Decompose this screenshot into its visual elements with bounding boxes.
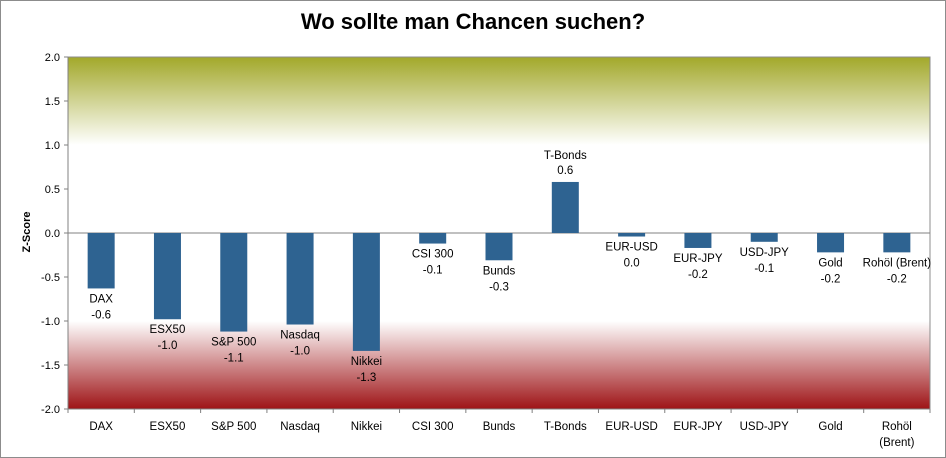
- bar-esx50: [153, 233, 181, 320]
- bar-roh-l-brent-: [883, 233, 911, 253]
- y-axis-label: Z-Score: [21, 212, 33, 253]
- data-label-name: DAX: [89, 293, 113, 305]
- bar-usd-jpy: [750, 233, 778, 242]
- y-tick-label: 1.5: [45, 96, 60, 108]
- upper-zone-band: [68, 57, 930, 145]
- y-tick-label: 0.5: [45, 184, 60, 196]
- category-label: EUR-JPY: [673, 421, 723, 433]
- category-label: Bunds: [483, 421, 516, 433]
- y-tick-label: -1.5: [41, 360, 60, 372]
- data-label-name: EUR-JPY: [673, 253, 723, 265]
- category-label: EUR-USD: [605, 421, 657, 433]
- category-label: T-Bonds: [544, 421, 587, 433]
- data-label-name: Rohöl (Brent): [863, 257, 932, 269]
- data-label-value: 0.6: [557, 165, 573, 177]
- data-label-name: Gold: [818, 257, 842, 269]
- category-label: (Brent): [879, 437, 914, 449]
- bar-s-p-500: [220, 233, 248, 332]
- category-label: S&P 500: [211, 421, 256, 433]
- data-label-name: ESX50: [150, 324, 186, 336]
- lower-zone-band: [68, 321, 930, 409]
- data-label-name: T-Bonds: [544, 150, 587, 162]
- bar-nasdaq: [286, 233, 314, 325]
- data-label-name: Nikkei: [351, 356, 382, 368]
- data-label-name: USD-JPY: [740, 247, 790, 259]
- category-label: CSI 300: [412, 421, 454, 433]
- bar-csi-300: [419, 233, 447, 244]
- data-label-value: -1.3: [356, 372, 376, 384]
- data-label-name: Nasdaq: [280, 330, 320, 342]
- data-label-value: -1.1: [224, 353, 244, 365]
- data-label-value: -0.2: [688, 269, 708, 281]
- category-label: DAX: [89, 421, 113, 433]
- y-tick-label: -2.0: [41, 404, 60, 416]
- data-label-value: -0.1: [423, 265, 443, 277]
- bar-eur-jpy: [684, 233, 712, 248]
- data-label-value: -0.2: [821, 273, 841, 285]
- category-label: ESX50: [150, 421, 186, 433]
- category-label: Nasdaq: [280, 421, 320, 433]
- data-label-name: EUR-USD: [605, 242, 657, 254]
- bar-t-bonds: [551, 181, 579, 233]
- data-label-name: S&P 500: [211, 337, 256, 349]
- y-tick-label: 0.0: [45, 228, 60, 240]
- y-tick-label: 1.0: [45, 140, 60, 152]
- bar-gold: [817, 233, 845, 253]
- category-label: USD-JPY: [740, 421, 790, 433]
- y-tick-label: -0.5: [41, 272, 60, 284]
- chart-title: Wo sollte man Chancen suchen?: [300, 9, 646, 34]
- y-tick-label: -1.0: [41, 316, 60, 328]
- data-label-value: -1.0: [290, 346, 310, 358]
- data-label-value: 0.0: [624, 258, 640, 270]
- bar-nikkei: [352, 233, 380, 351]
- data-label-value: -0.2: [887, 273, 907, 285]
- bar-bunds: [485, 233, 513, 261]
- category-label: Rohöl: [882, 421, 912, 433]
- category-label: Gold: [818, 421, 842, 433]
- category-label: Nikkei: [351, 421, 382, 433]
- data-label-value: -1.0: [158, 340, 178, 352]
- data-label-value: -0.3: [489, 281, 509, 293]
- bar-dax: [87, 233, 115, 289]
- bar-eur-usd: [618, 233, 646, 237]
- data-label-name: Bunds: [483, 265, 516, 277]
- y-tick-label: 2.0: [45, 52, 60, 64]
- data-label-value: -0.6: [91, 309, 111, 321]
- data-label-name: CSI 300: [412, 249, 454, 261]
- data-label-value: -0.1: [754, 263, 774, 275]
